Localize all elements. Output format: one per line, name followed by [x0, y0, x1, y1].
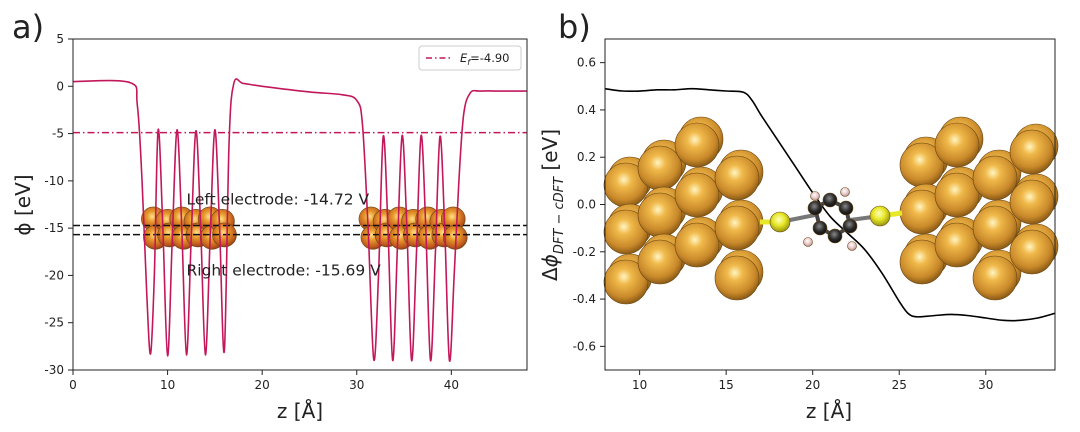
carbon-atom	[838, 200, 854, 216]
sulfur-atom	[769, 211, 791, 233]
panel-b-frame	[604, 38, 1056, 371]
panel-a-ylabel: ϕ [eV]	[11, 174, 35, 235]
x-tick-label: 40	[444, 378, 459, 392]
gold-atom	[674, 172, 720, 218]
carbon-atom	[827, 228, 843, 244]
x-tick-label: 30	[349, 378, 364, 392]
gold-atom	[972, 255, 1018, 301]
y-tick-label: -15	[44, 221, 64, 235]
potential-line	[72, 78, 527, 362]
gold-atom	[934, 222, 980, 268]
hydrogen-atom	[810, 191, 820, 201]
y-tick-label: 0.2	[577, 150, 596, 164]
annotation-0: Left electrode: -14.72 V	[187, 191, 370, 209]
gold-atom	[637, 145, 683, 191]
y-tick-label: 5	[56, 32, 64, 46]
gold-atom	[714, 255, 760, 301]
gold-atom	[637, 239, 683, 285]
y-tick-label: 0	[56, 79, 64, 93]
gold-atom	[1009, 179, 1055, 225]
sulfur-atom	[869, 205, 891, 227]
y-tick-label: -25	[44, 316, 64, 330]
annotation-1: Right electrode: -15.69 V	[187, 261, 382, 279]
panel-a-frame	[72, 38, 528, 371]
panel-b-ylabel: ΔϕDFT − cDFT [eV]	[538, 129, 567, 281]
difference-line	[604, 87, 1056, 322]
gold-atom	[714, 155, 760, 201]
gold-atom	[934, 122, 980, 168]
y-tick-label: -0.4	[573, 292, 596, 306]
carbon-atom	[822, 192, 838, 208]
gold-atom	[714, 205, 760, 251]
y-tick-label: -0.2	[573, 245, 596, 259]
panel-b-label: b)	[558, 8, 591, 46]
gold-atom	[1009, 229, 1055, 275]
gold-atom	[934, 172, 980, 218]
gold-atom	[674, 222, 720, 268]
y-tick-label: -10	[44, 174, 64, 188]
carbon-atom	[842, 218, 858, 234]
panel-a-label: a)	[12, 8, 44, 46]
hydrogen-atom	[847, 241, 857, 251]
carbon-atom	[812, 220, 828, 236]
hydrogen-atom	[803, 237, 813, 247]
y-tick-label: 0.6	[577, 56, 596, 70]
hydrogen-atom	[840, 187, 850, 197]
y-tick-label: -5	[52, 127, 64, 141]
x-tick-label: 20	[255, 378, 270, 392]
gold-atom	[603, 259, 649, 305]
y-tick-label: -30	[44, 363, 64, 377]
carbon-atom	[807, 200, 823, 216]
gold-atom	[972, 155, 1018, 201]
x-tick-label: 10	[632, 378, 647, 392]
x-tick-label: 30	[978, 378, 993, 392]
x-tick-label: 0	[69, 378, 77, 392]
x-tick-label: 25	[892, 378, 907, 392]
legend-ef-label: Ef=-4.90	[460, 51, 510, 67]
panel-a-legend: Ef=-4.90	[418, 45, 522, 71]
x-tick-label: 15	[719, 378, 734, 392]
panel-b-xlabel: z [Å]	[806, 399, 852, 423]
y-tick-label: 0.0	[577, 198, 596, 212]
gold-atom	[674, 122, 720, 168]
x-tick-label: 10	[160, 378, 175, 392]
panel-b: 10 15 20 25 30 0.6 0.4 0.2 0.0 -0.2 -0.4 -0.6	[573, 56, 1059, 392]
x-tick-label: 20	[805, 378, 820, 392]
gold-atom	[972, 205, 1018, 251]
y-tick-label: 0.4	[577, 103, 596, 117]
y-tick-label: -20	[44, 268, 64, 282]
gold-atom	[1009, 129, 1055, 175]
panel-a-xlabel: z [Å]	[277, 399, 323, 423]
y-tick-label: -0.6	[573, 339, 596, 353]
